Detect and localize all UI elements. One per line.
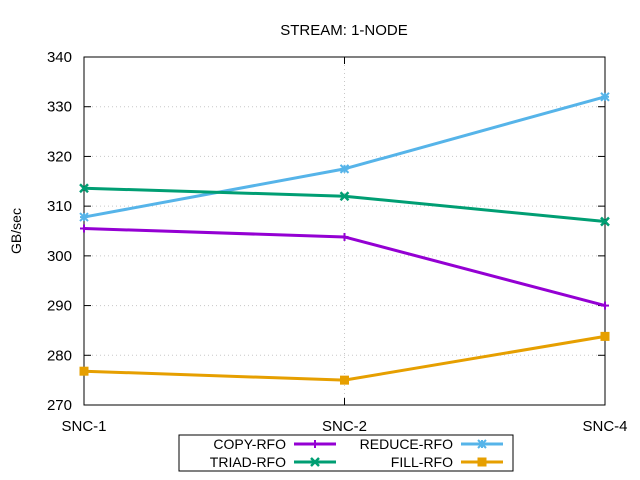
legend-label-triad-rfo: TRIAD-RFO (210, 454, 286, 470)
data-point-reduce-rfo (79, 212, 89, 222)
data-point-triad-rfo (600, 216, 610, 227)
data-point-copy-rfo (340, 232, 349, 241)
data-point-triad-rfo (79, 183, 89, 194)
data-point-reduce-rfo (339, 164, 350, 174)
data-point-reduce-rfo (600, 92, 610, 102)
y-tick-label: 290 (47, 298, 72, 315)
legend-marker-copy-rfo (311, 440, 319, 448)
y-tick-label: 310 (47, 198, 72, 215)
legend-label-reduce-rfo: REDUCE-RFO (360, 436, 453, 452)
y-tick-label: 300 (47, 248, 72, 265)
data-point-fill-rfo (79, 366, 89, 376)
y-tick-label: 270 (47, 397, 72, 414)
grid-lines (84, 57, 605, 405)
y-tick-label: 340 (47, 49, 72, 66)
data-point-copy-rfo (601, 301, 609, 310)
data-point-fill-rfo (600, 331, 610, 341)
data-point-copy-rfo (80, 224, 88, 233)
data-point-triad-rfo (339, 191, 350, 202)
legend-label-copy-rfo: COPY-RFO (213, 436, 286, 452)
y-axis-label: GB/sec (8, 208, 24, 254)
y-tick-label: 280 (47, 347, 72, 364)
x-tick-label: SNC-1 (61, 418, 106, 435)
series-lines (79, 92, 610, 385)
legend-marker-triad-rfo (310, 457, 320, 467)
legend-marker-reduce-rfo (477, 439, 487, 449)
legend-label-fill-rfo: FILL-RFO (391, 454, 453, 470)
legend-box (178, 434, 514, 472)
legend-marker-fill-rfo (477, 457, 487, 467)
legend: COPY-RFO REDUCE-RFO TRIAD-RFO FILL-RFO (178, 434, 514, 472)
x-tick-label: SNC-4 (582, 418, 627, 435)
data-point-fill-rfo (340, 375, 349, 385)
y-tick-label: 330 (47, 99, 72, 116)
chart-title: STREAM: 1-NODE (280, 22, 408, 39)
x-tick-label: SNC-2 (322, 418, 367, 435)
tick-labels: 270 280 290 300 310 320 330 340 SNC-1 SNC-2 SNC-4 (47, 49, 628, 435)
y-tick-label: 320 (47, 148, 72, 165)
